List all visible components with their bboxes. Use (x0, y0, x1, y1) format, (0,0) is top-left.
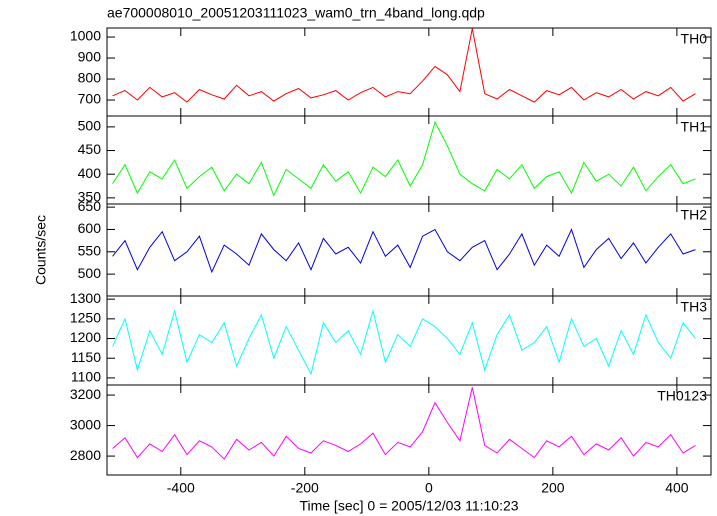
light-curve (112, 228, 696, 274)
y-tick-label: 450 (78, 141, 102, 157)
y-tick-label: 3000 (70, 416, 101, 432)
y-tick-label: 800 (78, 70, 102, 86)
y-tick-label: 2800 (70, 447, 101, 463)
x-tick-label: -200 (291, 480, 319, 496)
panel-label: TH1 (681, 119, 708, 135)
y-tick-label: 1300 (70, 290, 101, 306)
panel-frame (106, 115, 712, 205)
panel-frame (106, 295, 712, 386)
y-tick-label: 1150 (71, 349, 101, 365)
panel-frame (106, 203, 712, 297)
light-curve (112, 120, 696, 197)
light-curve (112, 28, 696, 103)
y-tick-label: 1100 (71, 369, 101, 385)
x-tick-label: 200 (541, 480, 565, 496)
x-tick-label: -400 (167, 480, 195, 496)
x-tick-label: 0 (425, 480, 433, 496)
x-axis-label: Time [sec] 0 = 2005/12/03 11:10:23 (299, 498, 518, 514)
light-curve (112, 309, 696, 376)
panel-frame (106, 27, 712, 117)
x-tick-label: 400 (665, 480, 689, 496)
y-tick-label: 600 (78, 220, 102, 236)
y-tick-label: 900 (78, 49, 102, 65)
y-tick-label: 3200 (70, 386, 101, 402)
y-tick-label: 1000 (70, 28, 101, 44)
y-tick-label: 700 (78, 91, 102, 107)
y-tick-label: 1200 (70, 329, 101, 345)
y-tick-label: 350 (78, 189, 102, 205)
y-tick-label: 550 (78, 242, 102, 258)
chart-title: ae700008010_20051203111023_wam0_trn_4ban… (107, 5, 485, 21)
panel-label: TH0123 (657, 388, 707, 404)
y-tick-label: 650 (78, 198, 102, 214)
panel-label: TH2 (681, 207, 708, 223)
panel-label: TH3 (681, 299, 708, 315)
light-curve (112, 387, 696, 460)
y-tick-label: 400 (78, 165, 102, 181)
panel-label: TH0 (681, 31, 708, 47)
y-tick-label: 1250 (70, 310, 101, 326)
y-tick-label: 500 (78, 265, 102, 281)
y-tick-label: 500 (78, 118, 102, 134)
y-axis-label: Counts/sec (33, 215, 49, 285)
panel-frame (106, 384, 712, 476)
